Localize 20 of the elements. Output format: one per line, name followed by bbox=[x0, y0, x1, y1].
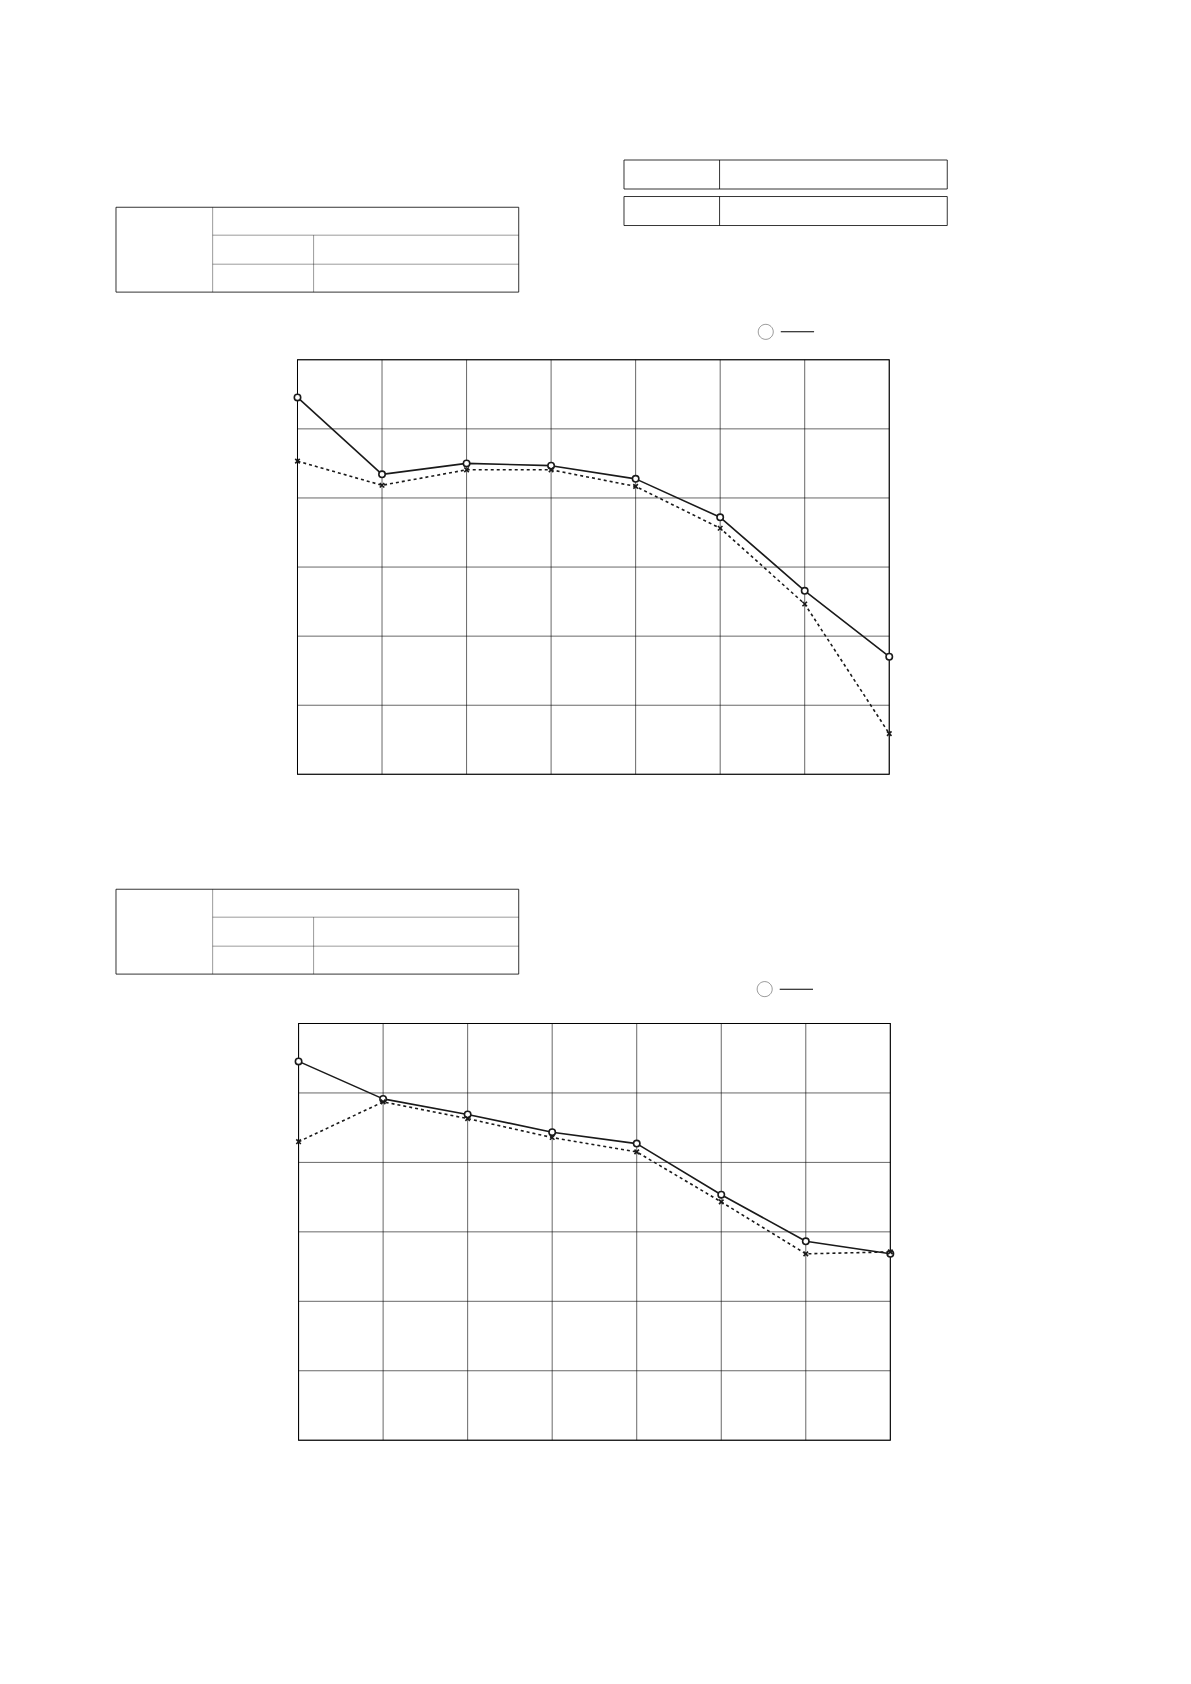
point bbox=[717, 1190, 726, 1199]
point bbox=[716, 513, 725, 522]
point bbox=[801, 1237, 810, 1246]
point bbox=[717, 525, 724, 532]
point bbox=[548, 466, 555, 473]
point bbox=[632, 1139, 641, 1148]
point bbox=[632, 483, 639, 490]
point bbox=[378, 470, 387, 479]
point bbox=[548, 1128, 557, 1137]
point bbox=[295, 1138, 302, 1145]
point bbox=[464, 1115, 471, 1122]
point bbox=[885, 652, 894, 661]
point bbox=[631, 474, 640, 483]
point bbox=[800, 586, 809, 595]
point bbox=[294, 1057, 303, 1066]
point bbox=[886, 730, 893, 737]
point bbox=[293, 393, 302, 402]
point bbox=[380, 1098, 387, 1105]
point bbox=[802, 1250, 809, 1257]
point bbox=[462, 459, 471, 468]
